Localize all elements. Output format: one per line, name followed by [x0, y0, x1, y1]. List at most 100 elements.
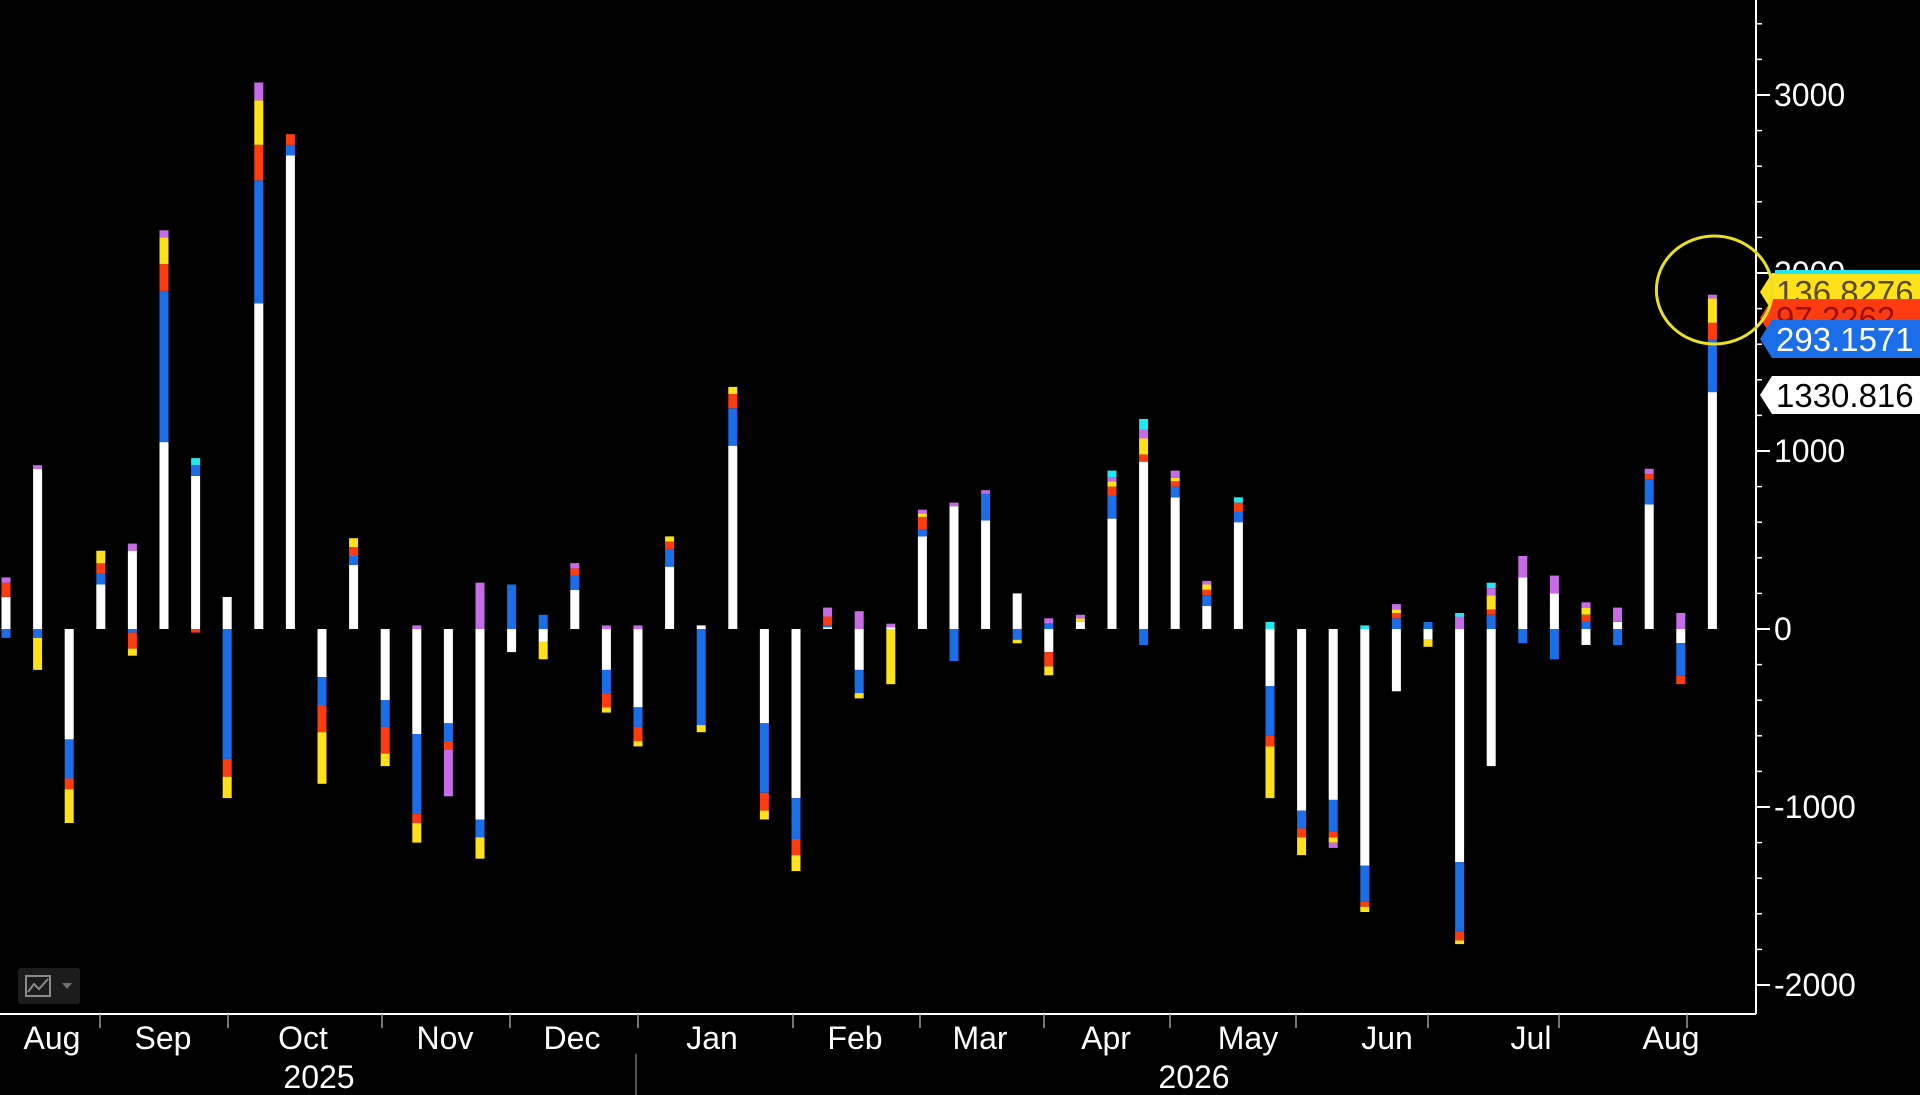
bar-segment	[507, 629, 517, 653]
bar-segment	[443, 629, 453, 724]
bar-segment	[349, 538, 359, 548]
bar-segment	[1, 577, 11, 583]
bar-segment	[633, 726, 643, 742]
bar-18	[570, 563, 580, 629]
bar-segment	[1075, 614, 1085, 619]
bar-segment	[633, 625, 643, 629]
bar-segment	[886, 623, 896, 628]
bar-segment	[1391, 618, 1401, 629]
bar-44	[1391, 604, 1401, 692]
bar-segment	[854, 629, 864, 670]
bar-segment	[1391, 613, 1401, 619]
bar-40	[1265, 621, 1275, 799]
bar-segment	[1613, 607, 1623, 622]
chevron-down-icon	[62, 983, 72, 989]
bar-segment	[1360, 906, 1370, 912]
bar-segment	[1455, 940, 1465, 945]
bar-segment	[1012, 639, 1022, 644]
bar-51	[1613, 607, 1623, 645]
bar-segment	[1549, 629, 1559, 660]
bar-segment	[696, 725, 706, 733]
bar-segment	[380, 726, 390, 754]
bar-10	[317, 629, 327, 784]
bar-segment	[981, 520, 991, 629]
bar-segment	[380, 629, 390, 701]
bar-segment	[1044, 618, 1054, 624]
y-tick-label: 0	[1774, 611, 1792, 647]
bar-segment	[1202, 580, 1212, 585]
bar-segment	[1, 597, 11, 629]
bar-12	[380, 629, 390, 767]
bar-segment	[1170, 481, 1180, 487]
bar-segment	[1707, 294, 1717, 299]
bar-segment	[1707, 322, 1717, 340]
bar-segment	[1518, 556, 1528, 578]
bar-segment	[285, 134, 295, 145]
bar-segment	[1581, 602, 1591, 608]
bar-3	[96, 550, 106, 629]
bar-segment	[349, 564, 359, 629]
bar-segment	[1391, 629, 1401, 692]
bar-segment	[1265, 629, 1275, 686]
last-value-tag-sliver	[1775, 270, 1920, 274]
bar-49	[1549, 575, 1559, 660]
bar-segment	[1139, 429, 1149, 439]
bar-segment	[1202, 595, 1212, 606]
bar-segment	[1139, 438, 1149, 455]
bar-45	[1423, 621, 1433, 647]
bar-segment	[285, 144, 295, 156]
x-month-label: Oct	[278, 1020, 328, 1056]
x-month-label: Sep	[135, 1020, 192, 1056]
bar-13	[412, 625, 422, 843]
bar-segment	[159, 237, 169, 265]
bar-37	[1170, 470, 1180, 629]
bar-segment	[475, 837, 485, 859]
bar-segment	[1486, 614, 1496, 629]
bar-segment	[823, 616, 833, 626]
bar-segment	[1297, 837, 1307, 856]
bar-34	[1075, 614, 1085, 629]
bar-22	[696, 625, 706, 733]
bar-segment	[64, 739, 74, 779]
bar-segment	[854, 693, 864, 699]
bar-segment	[159, 442, 169, 629]
bar-segment	[127, 550, 137, 629]
bar-segment	[159, 230, 169, 238]
chart-type-button[interactable]	[18, 968, 80, 1004]
bar-segment	[127, 543, 137, 551]
bar-segment	[254, 303, 264, 629]
bar-segment	[1233, 511, 1243, 523]
bar-2	[64, 629, 74, 823]
bar-segment	[1233, 502, 1243, 512]
bar-32	[1012, 593, 1022, 644]
bar-segment	[1644, 504, 1654, 629]
bar-16	[507, 584, 517, 653]
bar-segment	[601, 629, 611, 670]
bar-segment	[633, 707, 643, 727]
bar-segment	[1707, 339, 1717, 393]
bar-segment	[823, 625, 833, 628]
bars-layer	[1, 82, 1717, 945]
highlight-circle	[1654, 234, 1774, 346]
bar-27	[854, 611, 864, 699]
bar-segment	[1265, 735, 1275, 747]
bar-35	[1107, 470, 1117, 629]
bar-segment	[159, 290, 169, 443]
bar-segment	[1202, 589, 1212, 596]
bar-segment	[981, 490, 991, 494]
bar-segment	[222, 597, 232, 629]
bar-11	[349, 538, 359, 629]
bar-segment	[570, 568, 580, 576]
bar-segment	[33, 468, 43, 629]
bar-segment	[1328, 831, 1338, 838]
bar-segment	[1265, 621, 1275, 629]
bar-segment	[412, 625, 422, 629]
bar-segment	[1423, 639, 1433, 647]
bar-segment	[601, 669, 611, 693]
bar-14	[443, 629, 453, 797]
bar-segment	[1044, 623, 1054, 629]
bar-segment	[1328, 837, 1338, 843]
bar-segment	[1423, 621, 1433, 629]
y-tick-label: 1000	[1774, 433, 1845, 469]
